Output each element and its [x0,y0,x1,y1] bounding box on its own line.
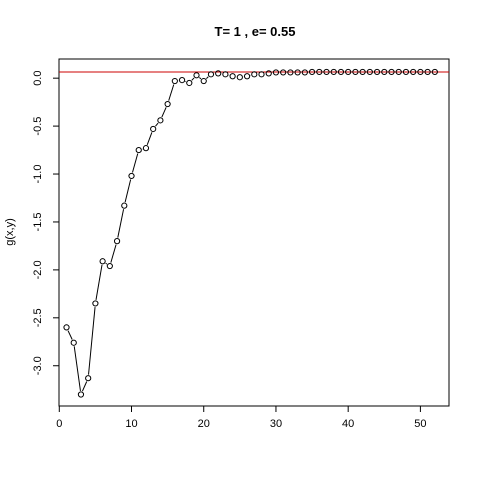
data-point [70,339,77,346]
data-point [171,77,178,85]
series-segment [88,306,96,375]
x-tick-label: 0 [56,418,62,430]
data-point [251,71,258,78]
y-tick-label: -2.0 [32,260,44,279]
x-tick-label: 40 [342,418,354,430]
data-point [150,125,157,133]
series-segment [155,122,159,127]
y-tick-label: 0.0 [32,71,44,86]
data-point [294,69,301,76]
data-point [85,375,92,382]
data-point [395,68,402,76]
data-point [113,238,121,245]
data-point [381,68,388,76]
data-point [316,68,323,76]
series-segment [81,381,88,392]
data-point [258,71,265,78]
data-point [330,68,337,76]
y-tick-label: -0.5 [32,117,44,136]
series-segment [161,107,167,118]
data-point [229,73,236,80]
series-segment [110,244,117,263]
data-point [287,69,294,76]
y-tick-label: -3.0 [32,356,44,375]
data-point [272,69,280,76]
chart-title: T= 1 , e= 0.55 [215,24,296,39]
data-point [410,68,417,76]
data-point [337,68,345,76]
data-point [402,68,410,76]
data-point [424,68,431,76]
data-point [164,100,171,108]
series-segment [73,346,81,392]
data-point [373,68,381,76]
series-segment [191,77,195,81]
series-segment [131,153,139,173]
data-point [157,117,164,124]
plot-frame [58,58,450,407]
data-point [121,202,128,209]
x-tick-label: 10 [125,418,137,430]
data-point [178,76,186,84]
y-tick-label: -2.5 [32,308,44,327]
data-point [106,262,113,270]
data-point [215,70,222,77]
data-point [352,68,359,76]
data-point [99,258,106,265]
x-tick-label: 20 [198,418,210,430]
series-segment [199,77,202,80]
data-point [366,68,373,76]
data-point [243,73,251,80]
data-point [77,391,85,398]
data-point [135,146,142,154]
data-point [200,77,207,85]
x-tick-label: 50 [414,418,426,430]
data-point [142,145,150,152]
data-point [92,300,99,307]
x-axis: 0 10 20 30 40 50 [56,405,427,430]
y-axis: 0.0 -0.5 -1.0 -1.5 -2.0 -2.5 -3.0 [32,71,60,375]
data-point [207,71,215,78]
y-tick-label: -1.5 [32,212,44,231]
data-point [222,71,229,78]
data-point [63,324,70,331]
data-point [280,69,287,76]
series-segment [95,264,103,300]
data-point [359,68,366,76]
data-point [431,68,438,76]
y-tick-label: -1.0 [32,165,44,184]
data-point [128,172,135,180]
data-point [301,69,308,76]
data-point [265,70,272,77]
data-point [186,79,193,87]
series-segment [124,179,132,203]
series-segment [146,132,153,145]
series-g [63,68,438,398]
data-point [193,72,200,79]
data-point [345,68,352,76]
series-segment [168,84,175,101]
series-segment [206,76,209,79]
y-axis-label: g(x,y) [4,218,16,246]
data-point [308,68,316,76]
data-point [417,68,424,76]
x-tick-label: 30 [270,418,282,430]
series-segment [105,262,108,265]
series-segment [67,330,73,340]
series-segment [117,209,125,238]
data-point [323,68,330,76]
data-point [236,74,243,81]
data-point [388,68,395,76]
